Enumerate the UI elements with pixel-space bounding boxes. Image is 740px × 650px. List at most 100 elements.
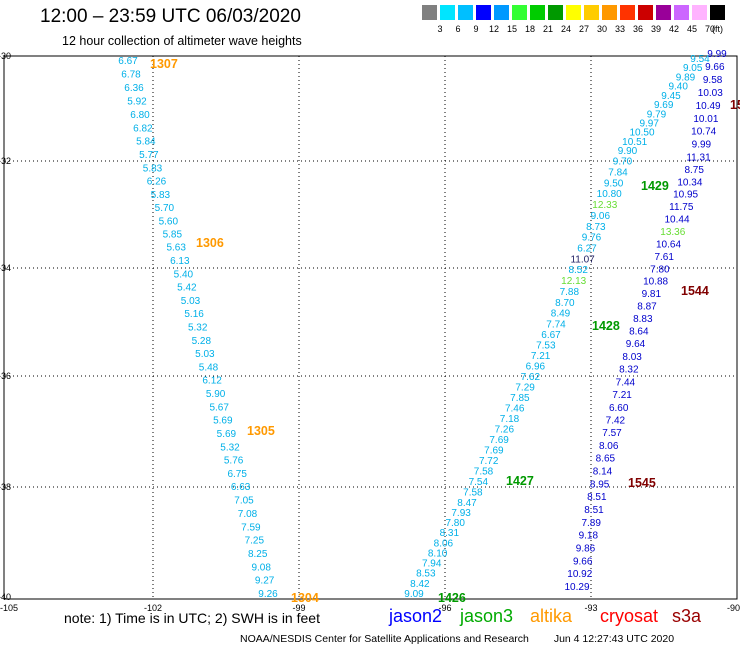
swh-value-label: 9.97 bbox=[639, 119, 659, 130]
swh-value-label: 5.70 bbox=[155, 203, 175, 214]
map-title: 12:00 – 23:59 UTC 06/03/2020 bbox=[40, 6, 301, 27]
swh-value-label: 11.31 bbox=[686, 153, 711, 164]
swh-value-label: 7.58 bbox=[474, 467, 494, 478]
swh-value-label: 8.14 bbox=[593, 467, 613, 478]
lat-tick-label: -30 bbox=[0, 51, 11, 61]
swh-value-label: 7.80 bbox=[650, 264, 670, 275]
pass-1307-label: 1307 bbox=[150, 57, 178, 71]
satellite-cryosat: cryosat bbox=[600, 606, 659, 626]
legend-swatch bbox=[566, 5, 581, 20]
swh-value-label: 7.53 bbox=[536, 341, 556, 352]
swh-value-label: 11.75 bbox=[669, 202, 694, 213]
track-1545-1544: 10.2910.929.669.869.187.898.518.518.958.… bbox=[564, 49, 727, 593]
swh-value-label: 8.83 bbox=[633, 314, 653, 325]
lat-tick-label: -34 bbox=[0, 263, 11, 273]
swh-value-label: 8.31 bbox=[440, 528, 460, 539]
swh-value-label: 6.12 bbox=[202, 376, 222, 387]
swh-value-label: 7.84 bbox=[608, 168, 628, 179]
plot-frame bbox=[3, 55, 738, 600]
swh-value-label: 9.54 bbox=[690, 54, 710, 65]
swh-value-label: 5.03 bbox=[195, 349, 215, 360]
swh-value-label: 5.32 bbox=[188, 323, 208, 334]
swh-value-label: 7.21 bbox=[612, 390, 632, 401]
swh-value-label: 7.62 bbox=[521, 372, 541, 383]
swh-value-label: 5.63 bbox=[166, 243, 186, 254]
swh-value-label: 7.69 bbox=[489, 435, 509, 446]
legend-label: 6 bbox=[455, 24, 461, 34]
swh-value-label: 6.96 bbox=[526, 362, 546, 373]
legend-swatch bbox=[494, 5, 509, 20]
legend-label: 42 bbox=[668, 24, 679, 34]
swh-value-label: 9.50 bbox=[604, 178, 624, 189]
swh-value-label: 9.66 bbox=[705, 62, 725, 73]
legend-label: 9 bbox=[473, 24, 479, 34]
swh-value-label: 7.74 bbox=[546, 320, 566, 331]
pass-number-labels: 1307 1306 1305 1304 1426 1427 1428 1429 1545 1544… bbox=[150, 57, 740, 605]
swh-value-label: 10.88 bbox=[643, 277, 668, 288]
swh-value-label: 5.16 bbox=[184, 309, 204, 320]
swh-value-label: 7.80 bbox=[445, 518, 465, 529]
legend-label: 36 bbox=[632, 24, 643, 34]
swh-value-label: 5.76 bbox=[224, 456, 244, 467]
swh-value-label: 8.65 bbox=[596, 454, 616, 465]
swh-value-label: 9.06 bbox=[591, 211, 611, 222]
swh-value-label: 8.32 bbox=[619, 365, 639, 376]
legend-label: 39 bbox=[650, 24, 661, 34]
swh-value-label: 9.45 bbox=[661, 91, 681, 102]
swh-value-label: 10.80 bbox=[597, 189, 622, 200]
swh-value-label: 5.77 bbox=[139, 150, 159, 161]
swh-value-label: 9.70 bbox=[613, 157, 633, 168]
legend-swatch bbox=[710, 5, 725, 20]
swh-value-label: 5.67 bbox=[209, 402, 229, 413]
footer-credit: NOAA/NESDIS Center for Satellite Applica… bbox=[240, 633, 529, 645]
swh-value-label: 7.58 bbox=[463, 488, 483, 499]
swh-value-label: 6.26 bbox=[147, 177, 167, 188]
swh-value-label: 8.06 bbox=[599, 441, 619, 452]
legend-swatch bbox=[692, 5, 707, 20]
lon-tick-label: -96 bbox=[438, 603, 451, 613]
satellite-altika: altika bbox=[530, 606, 573, 626]
legend-label: 45 bbox=[686, 24, 697, 34]
swh-value-label: 7.05 bbox=[234, 496, 254, 507]
swh-value-label: 7.42 bbox=[606, 416, 626, 427]
swh-value-label: 5.69 bbox=[217, 429, 237, 440]
swh-value-label: 7.59 bbox=[241, 522, 261, 533]
swh-value-label: 9.81 bbox=[642, 289, 662, 300]
legend-swatch bbox=[422, 5, 437, 20]
swh-value-label: 7.72 bbox=[479, 456, 499, 467]
swh-value-label: 10.95 bbox=[673, 190, 698, 201]
swh-value-label: 6.67 bbox=[118, 56, 138, 67]
satellite-s3a: s3a bbox=[672, 606, 702, 626]
legend-swatch bbox=[656, 5, 671, 20]
pass-1426-label: 1426 bbox=[438, 591, 466, 605]
legend-swatch bbox=[440, 5, 455, 20]
footer-timestamp: Jun 4 12:27:43 UTC 2020 bbox=[553, 633, 675, 645]
swh-value-label: 9.79 bbox=[647, 109, 667, 120]
swh-value-label: 5.28 bbox=[192, 336, 212, 347]
legend-swatch bbox=[530, 5, 545, 20]
pass-1305-label: 1305 bbox=[247, 424, 275, 438]
legend-label: 3 bbox=[437, 24, 443, 34]
swh-value-label: 8.51 bbox=[587, 492, 607, 503]
footer: NOAA/NESDIS Center for Satellite Applica… bbox=[240, 633, 674, 645]
legend-swatch bbox=[476, 5, 491, 20]
swh-value-label: 7.69 bbox=[484, 446, 504, 457]
swh-value-label: 9.40 bbox=[668, 82, 688, 93]
legend-label: 30 bbox=[596, 24, 607, 34]
swh-value-label: 6.78 bbox=[121, 70, 141, 81]
lat-tick-label: -38 bbox=[0, 482, 11, 492]
swh-value-label: 9.27 bbox=[255, 576, 275, 587]
swh-value-label: 8.25 bbox=[248, 549, 268, 560]
swh-value-label: 9.66 bbox=[573, 556, 593, 567]
legend-label: 18 bbox=[524, 24, 535, 34]
swh-value-label: 7.85 bbox=[510, 393, 530, 404]
swh-value-label: 5.40 bbox=[174, 269, 194, 280]
swh-value-label: 6.80 bbox=[130, 110, 150, 121]
swh-value-label: 8.42 bbox=[410, 579, 430, 590]
pass-1545-label: 1545 bbox=[628, 476, 656, 490]
legend-swatch bbox=[602, 5, 617, 20]
swh-value-label: 8.49 bbox=[551, 309, 571, 320]
swh-value-label: 5.42 bbox=[177, 283, 197, 294]
swh-value-label: 6.27 bbox=[577, 244, 597, 255]
swh-value-label: 5.83 bbox=[151, 190, 171, 201]
